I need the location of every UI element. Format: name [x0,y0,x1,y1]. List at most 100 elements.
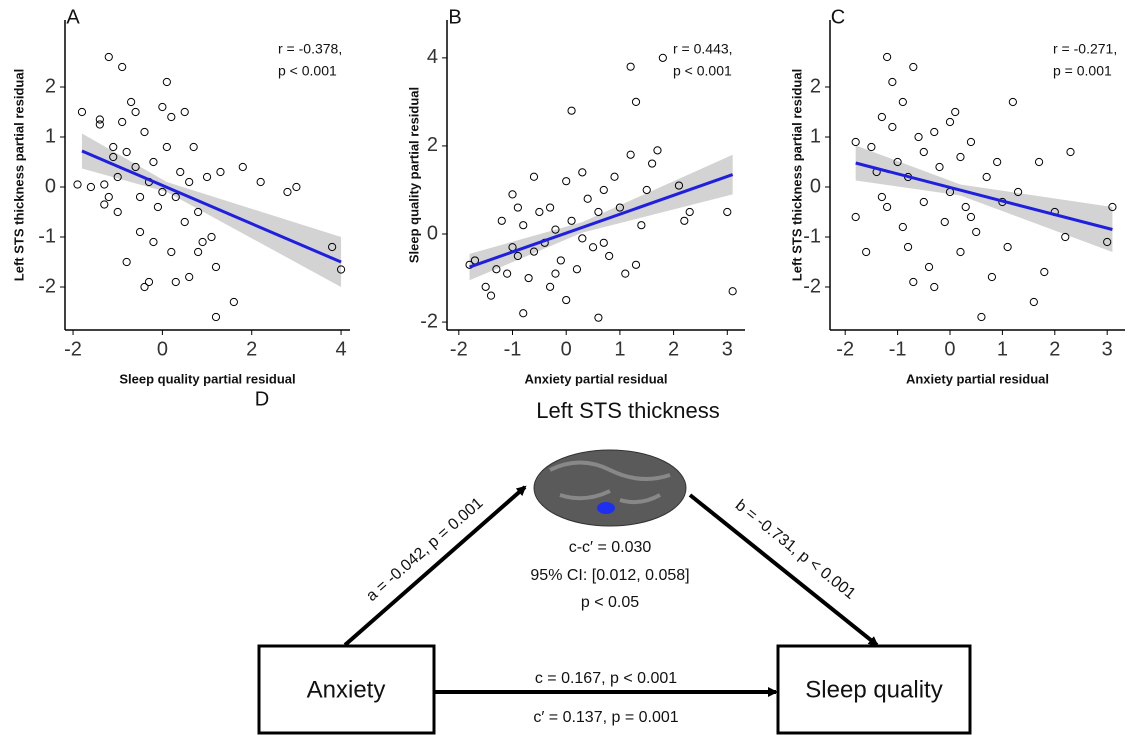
point [229,297,238,307]
point [95,120,104,129]
point [562,295,571,305]
point [919,147,928,157]
point [535,207,544,217]
x-tick-label: 3 [1102,338,1113,360]
point [486,291,496,300]
point [594,207,603,217]
point [497,216,506,225]
point [73,180,82,189]
point [631,97,641,107]
point [104,192,113,202]
x-axis-label: Sleep quality partial residual [119,371,295,386]
point [118,62,127,72]
a-path-label: a = -0.042, p = 0.001 [363,495,486,605]
point [631,260,641,269]
point [1108,202,1117,212]
point [519,309,528,318]
point [167,247,176,257]
point [562,177,571,186]
point [588,243,598,252]
point [674,181,684,190]
annotation: r = -0.378, [278,41,342,57]
point [658,53,667,62]
panel-label: D [255,388,269,410]
point [621,269,630,278]
point [149,237,158,247]
point [914,132,923,142]
point [898,97,907,107]
point [567,106,576,115]
point [216,167,225,177]
y-tick-label: -2 [420,310,438,332]
point [122,147,131,157]
panel-label: A [66,6,80,28]
x-tick-label: 0 [561,338,572,360]
point [951,107,960,117]
c-path-label: c = 0.167, p < 0.001 [535,670,677,687]
point [144,277,154,287]
point [945,117,955,127]
point [862,247,871,257]
fit-line [81,149,342,264]
point [153,202,163,212]
fit-line [855,161,1113,231]
point [207,232,216,242]
c-prime-path-label: c′ = 0.137, p = 0.001 [533,709,678,726]
x-tick-label: 4 [336,338,347,360]
y-tick-label: 4 [427,46,438,68]
y-tick-label: 2 [427,134,438,156]
point [198,237,207,247]
point [972,227,981,237]
point [127,97,136,107]
point [851,212,860,222]
point [158,187,167,197]
point [551,225,560,234]
point [888,122,897,132]
point [1103,237,1112,247]
point [167,112,176,122]
point [238,162,247,172]
point [211,312,221,322]
point [529,247,539,256]
point [935,162,944,172]
point [113,172,122,182]
point [919,197,928,207]
point [176,167,185,177]
point [877,112,886,122]
point [867,142,876,152]
point [1034,157,1044,167]
point [637,221,646,230]
point [888,77,897,87]
point [481,282,490,291]
point [966,137,976,147]
point [594,313,603,322]
y-axis-label: Sleep quality partial residual [406,87,421,263]
point [194,247,203,257]
point [578,234,587,243]
point [924,262,934,272]
point [1008,97,1017,107]
y-tick-label: 0 [427,222,438,244]
point [1014,187,1023,197]
x-axis-label: Anxiety partial residual [906,371,1049,386]
y-tick-label: 1 [810,125,821,147]
point [877,192,886,202]
y-tick-label: 0 [45,175,56,197]
point [109,152,118,162]
point [86,182,96,192]
point [898,222,907,232]
point [211,262,221,272]
y-tick-label: -1 [38,225,56,247]
point [567,216,576,225]
x-tick-label: 1 [997,338,1008,360]
x-tick-label: 1 [614,338,625,360]
y-axis-label: Left STS thickness partial residual [11,69,26,281]
confidence-band [855,145,1113,252]
annotation: r = 0.443, [673,41,733,57]
x-tick-label: -2 [450,338,468,360]
point [956,247,965,257]
point [977,312,986,322]
x-tick-label: 2 [246,338,257,360]
point [1003,242,1012,252]
point [529,172,539,181]
